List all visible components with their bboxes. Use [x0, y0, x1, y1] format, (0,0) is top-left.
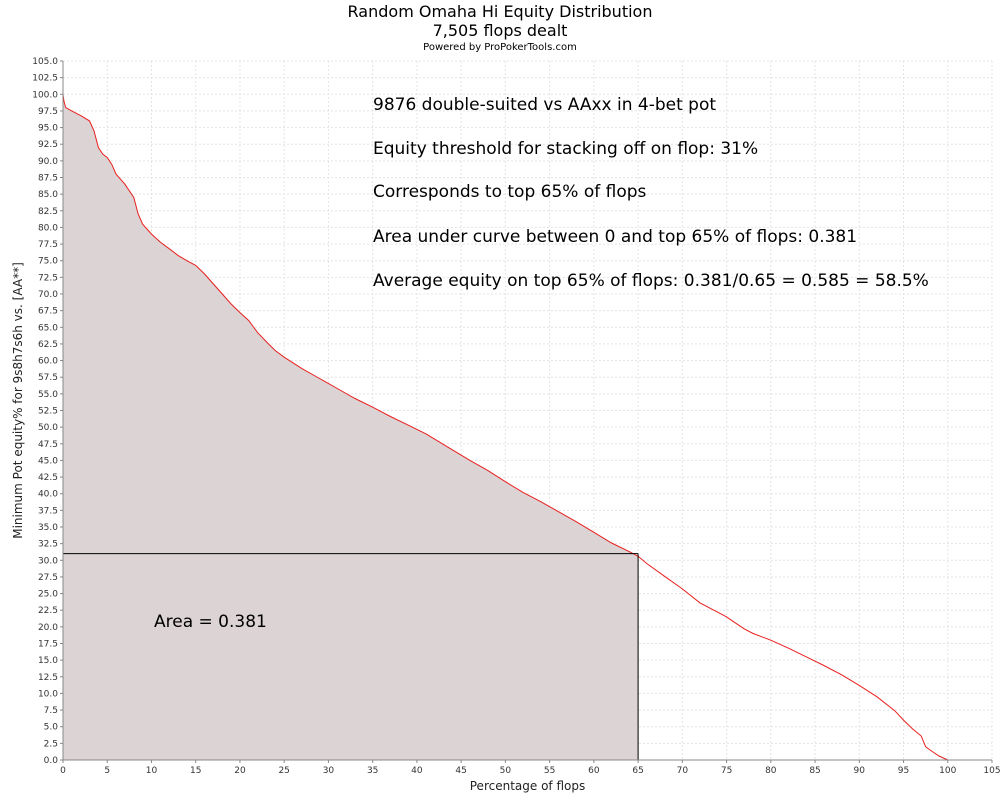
y-tick-label: 97.5 — [38, 107, 58, 117]
y-tick-label: 100.0 — [32, 90, 58, 100]
x-tick-label: 95 — [898, 766, 909, 776]
y-tick-label: 12.5 — [38, 673, 58, 683]
y-tick-label: 67.5 — [38, 307, 58, 317]
x-tick-label: 85 — [809, 766, 820, 776]
x-tick-label: 100 — [939, 766, 956, 776]
y-tick-label: 10.0 — [38, 689, 58, 699]
y-tick-label: 80.0 — [38, 223, 58, 233]
x-tick-label: 15 — [190, 766, 201, 776]
y-tick-label: 52.5 — [38, 407, 58, 417]
x-tick-label: 0 — [60, 766, 66, 776]
y-tick-label: 75.0 — [38, 257, 58, 267]
x-tick-label: 80 — [765, 766, 777, 776]
x-tick-label: 50 — [500, 766, 512, 776]
y-axis-label: Minimum Pot equity% for 9s8h7s6h vs. [AA… — [11, 262, 25, 539]
annotation-matchup: 9876 double-suited vs AAxx in 4-bet pot — [373, 95, 716, 115]
y-tick-label: 22.5 — [38, 606, 58, 616]
y-tick-label: 82.5 — [38, 207, 58, 217]
y-tick-label: 85.0 — [38, 190, 58, 200]
y-tick-label: 70.0 — [38, 290, 58, 300]
chart-credit: Powered by ProPokerTools.com — [423, 42, 577, 53]
x-tick-label: 10 — [146, 766, 158, 776]
annotation-average: Average equity on top 65% of flops: 0.38… — [373, 271, 929, 291]
y-tick-label: 72.5 — [38, 273, 58, 283]
x-tick-label: 45 — [455, 766, 466, 776]
annotation-area: Area under curve between 0 and top 65% o… — [373, 227, 857, 247]
y-tick-label: 105.0 — [32, 57, 58, 67]
area-label: Area = 0.381 — [154, 612, 267, 632]
y-tick-label: 0.0 — [44, 756, 59, 766]
y-tick-label: 7.5 — [44, 706, 58, 716]
x-tick-label: 65 — [632, 766, 643, 776]
y-tick-label: 60.0 — [38, 357, 58, 367]
y-tick-label: 87.5 — [38, 174, 58, 184]
x-tick-label: 90 — [854, 766, 866, 776]
y-tick-label: 37.5 — [38, 506, 58, 516]
threshold-lines — [63, 553, 639, 760]
annotation-top-flops: Corresponds to top 65% of flops — [373, 182, 647, 202]
x-tick-label: 75 — [721, 766, 732, 776]
y-tick-label: 35.0 — [38, 523, 58, 533]
y-tick-label: 57.5 — [38, 373, 58, 383]
y-tick-label: 65.0 — [38, 323, 58, 333]
y-tick-label: 32.5 — [38, 540, 58, 550]
series-line — [62, 94, 949, 761]
y-tick-label: 15.0 — [38, 656, 58, 666]
chart-title: Random Omaha Hi Equity Distribution — [347, 2, 653, 21]
x-tick-label: 70 — [677, 766, 689, 776]
x-tick-label: 35 — [367, 766, 378, 776]
y-tick-label: 55.0 — [38, 390, 58, 400]
chart-subtitle: 7,505 flops dealt — [432, 21, 568, 40]
x-tick-label: 60 — [588, 766, 600, 776]
x-axis-ticks: 0 5 10 15 20 25 30 35 40 45 50 55 60 65 70 75 80 85 90 95 10… — [60, 760, 1000, 776]
y-axis-ticks: 0.0 2.5 5.0 7.5 10.0 12.5 15.0 17.5 20.0 22.5 25.0… — [32, 57, 63, 766]
x-tick-label: 40 — [411, 766, 423, 776]
y-tick-label: 45.0 — [38, 456, 58, 466]
y-tick-label: 17.5 — [38, 640, 58, 650]
x-tick-label: 25 — [278, 766, 289, 776]
y-tick-label: 5.0 — [44, 723, 59, 733]
x-tick-label: 20 — [234, 766, 246, 776]
annotation-threshold: Equity threshold for stacking off on flo… — [373, 139, 758, 159]
x-tick-label: 30 — [323, 766, 335, 776]
x-tick-label: 105 — [983, 766, 1000, 776]
x-axis-label: Percentage of flops — [470, 779, 585, 793]
y-tick-label: 90.0 — [38, 157, 58, 167]
y-tick-label: 92.5 — [38, 140, 58, 150]
area-fill — [63, 94, 639, 761]
y-tick-label: 50.0 — [38, 423, 58, 433]
y-tick-label: 62.5 — [38, 340, 58, 350]
x-tick-label: 5 — [104, 766, 110, 776]
y-tick-label: 27.5 — [38, 573, 58, 583]
y-tick-label: 2.5 — [44, 739, 58, 749]
y-tick-label: 40.0 — [38, 490, 58, 500]
y-tick-label: 77.5 — [38, 240, 58, 250]
y-tick-label: 47.5 — [38, 440, 58, 450]
y-tick-label: 20.0 — [38, 623, 58, 633]
y-tick-label: 30.0 — [38, 556, 58, 566]
x-tick-label: 55 — [544, 766, 555, 776]
y-tick-label: 25.0 — [38, 590, 58, 600]
y-tick-label: 42.5 — [38, 473, 58, 483]
y-tick-label: 95.0 — [38, 124, 58, 134]
y-tick-label: 102.5 — [32, 74, 58, 84]
